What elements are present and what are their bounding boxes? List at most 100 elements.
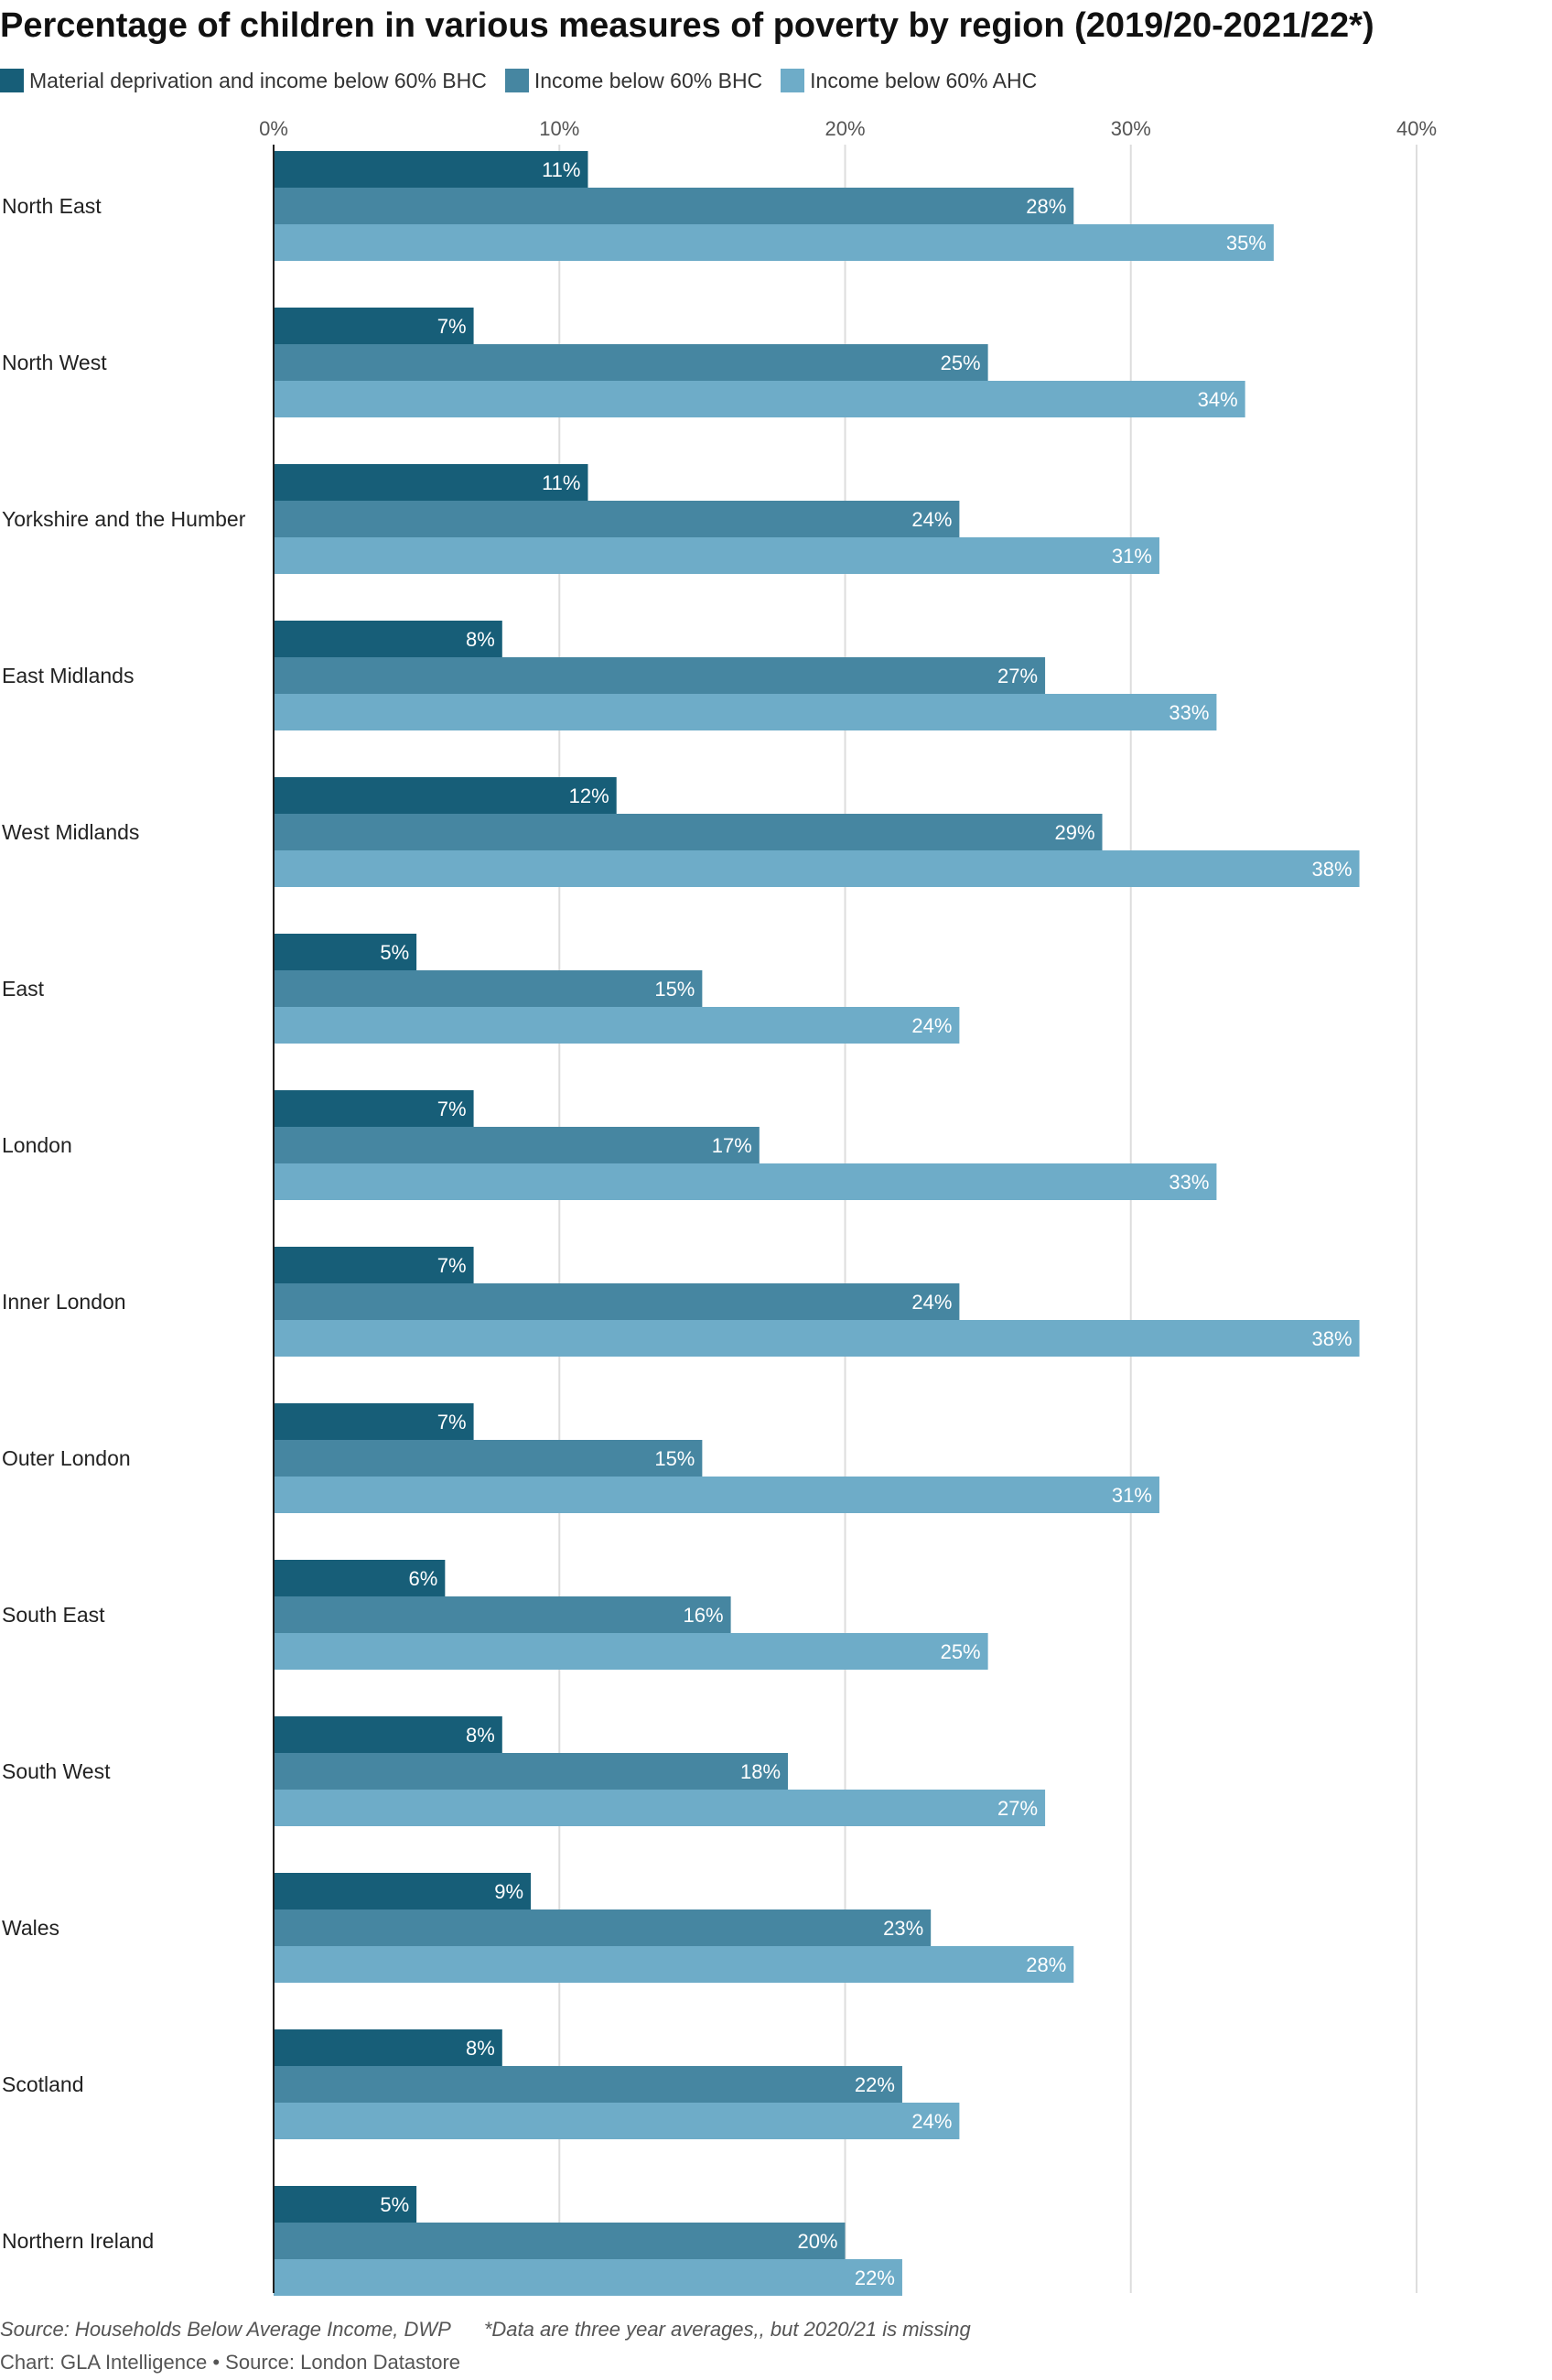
legend-label: Income below 60% BHC (534, 68, 763, 92)
category-label: South East (2, 1603, 105, 1627)
x-tick-label: 30% (1111, 117, 1151, 140)
bar-value-label: 31% (1112, 545, 1152, 568)
bar (274, 308, 474, 344)
legend-item-income-bhc[interactable]: Income below 60% BHC (504, 68, 763, 93)
x-tick-label: 0% (259, 117, 288, 140)
category-label: South West (2, 1759, 111, 1783)
bar-value-label: 8% (466, 628, 495, 651)
bar-value-label: 22% (855, 2266, 895, 2289)
legend-item-material-deprivation[interactable]: Material deprivation and income below 60… (0, 69, 487, 93)
bar (274, 1596, 731, 1633)
bar (274, 2186, 417, 2223)
source-text: Source: Households Below Average Income,… (0, 2318, 451, 2341)
bar (274, 1163, 1217, 1200)
bar (274, 151, 588, 188)
bar-value-label: 22% (855, 2073, 895, 2096)
bar (274, 537, 1159, 574)
legend-swatch (504, 69, 529, 92)
bar (274, 814, 1103, 850)
category-label: East Midlands (2, 664, 134, 687)
bar-value-label: 7% (437, 315, 467, 338)
legend-label: Income below 60% AHC (810, 68, 1038, 92)
legend-label: Material deprivation and income below 60… (29, 68, 487, 92)
bar (274, 2259, 902, 2296)
bar-value-label: 20% (797, 2230, 837, 2253)
bar (274, 621, 502, 657)
bar-value-label: 7% (437, 1411, 467, 1433)
bar (274, 344, 988, 381)
chart-title: Percentage of children in various measur… (0, 6, 1374, 45)
bar (274, 1127, 760, 1163)
bar-value-label: 24% (911, 1291, 952, 1314)
bar (274, 970, 703, 1007)
bar-value-label: 24% (911, 2110, 952, 2133)
bar (274, 1560, 446, 1596)
bar-value-label: 29% (1054, 821, 1094, 844)
bar (274, 850, 1360, 887)
bar (274, 1873, 532, 1909)
bar-value-label: 12% (569, 784, 609, 807)
legend: Material deprivation and income below 60… (0, 64, 1037, 97)
bar (274, 1247, 474, 1283)
bar-value-label: 25% (941, 352, 981, 374)
bar (274, 501, 960, 537)
bar (274, 694, 1217, 730)
bar-value-label: 24% (911, 508, 952, 531)
bar-value-label: 15% (654, 1447, 695, 1470)
bar (274, 777, 617, 814)
category-label: Scotland (2, 2072, 84, 2096)
source-note: Source: Households Below Average Income,… (0, 2318, 971, 2342)
bar-value-label: 28% (1026, 195, 1066, 218)
bar (274, 464, 588, 501)
category-label: East (2, 977, 45, 1001)
bar-value-label: 35% (1226, 232, 1266, 254)
bar-value-label: 6% (409, 1567, 438, 1590)
bar-value-label: 27% (997, 665, 1038, 687)
bar (274, 1283, 960, 1320)
category-label: North West (2, 351, 107, 374)
bar-value-label: 15% (654, 978, 695, 1001)
bar-value-label: 25% (941, 1640, 981, 1663)
bar-value-label: 11% (542, 158, 580, 181)
bar (274, 1007, 960, 1044)
bar (274, 1753, 789, 1790)
category-label: West Midlands (2, 820, 139, 844)
bar (274, 1790, 1046, 1826)
bar-value-label: 34% (1198, 388, 1238, 411)
bar-value-label: 33% (1169, 701, 1209, 724)
footnote-text: *Data are three year averages,, but 2020… (483, 2318, 971, 2341)
category-label: Yorkshire and the Humber (2, 507, 246, 531)
bar (274, 1477, 1159, 1513)
bar (274, 1090, 474, 1127)
legend-swatch (781, 69, 805, 92)
bar-value-label: 24% (911, 1014, 952, 1037)
bar-value-label: 8% (466, 1724, 495, 1747)
chart-credit: Chart: GLA Intelligence • Source: London… (0, 2351, 461, 2374)
category-label: Inner London (2, 1290, 126, 1314)
bar (274, 2066, 902, 2103)
bar-value-label: 5% (380, 941, 409, 964)
bar (274, 2103, 960, 2139)
bar-value-label: 17% (712, 1134, 752, 1157)
bar-value-label: 16% (684, 1604, 724, 1627)
x-tick-label: 10% (539, 117, 579, 140)
bar-value-label: 31% (1112, 1484, 1152, 1507)
category-label: North East (2, 194, 102, 218)
x-tick-label: 40% (1396, 117, 1437, 140)
legend-item-income-ahc[interactable]: Income below 60% AHC (781, 69, 1037, 93)
bar (274, 188, 1074, 224)
bar-chart: 0% 10% 20% 30% 40% 11% 28% 35% North East 7% 25% 34… (2, 117, 1437, 2296)
bar (274, 1633, 988, 1670)
bar (274, 1946, 1074, 1983)
bar-value-label: 5% (380, 2193, 409, 2216)
legend-swatch (0, 69, 24, 92)
bar (274, 224, 1274, 261)
category-label: Outer London (2, 1446, 131, 1470)
bar (274, 934, 417, 970)
category-label: London (2, 1133, 72, 1157)
bar (274, 1909, 932, 1946)
bar (274, 1716, 502, 1753)
bar-value-label: 38% (1312, 858, 1353, 881)
bar-value-label: 38% (1312, 1327, 1353, 1350)
bar-value-label: 11% (542, 471, 580, 494)
